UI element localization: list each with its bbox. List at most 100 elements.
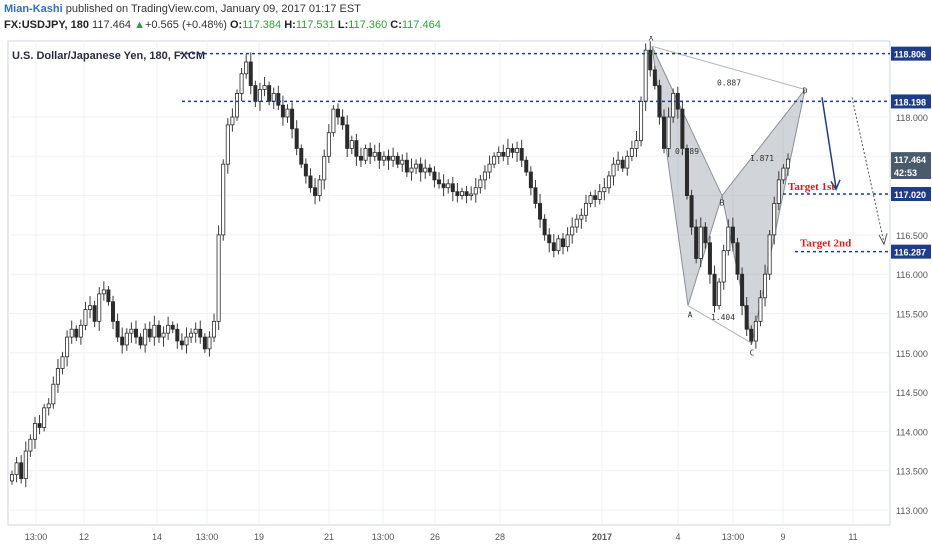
x-tick-label: 12 [79, 532, 89, 542]
candle-body [193, 328, 198, 334]
candle-body [368, 148, 373, 157]
candle-body [175, 328, 180, 342]
candle-body [37, 423, 42, 428]
x-tick-label: 11 [848, 532, 857, 542]
candle-body [579, 214, 584, 220]
candle-body [152, 324, 157, 338]
x-tick-label: 4 [675, 532, 680, 542]
candle-body [510, 148, 515, 153]
publish-info: Mian-Kashi published on TradingView.com,… [4, 2, 361, 16]
candle-body [639, 100, 644, 141]
candle-body [505, 148, 510, 157]
candle-body [212, 320, 217, 338]
candle-body [776, 179, 781, 204]
candle-body [386, 155, 391, 161]
symbol-name: FX:USDJPY, 180 [4, 19, 89, 31]
candle-body [46, 403, 51, 409]
candle-body [735, 242, 740, 275]
candle-body [469, 193, 474, 196]
candle-body [248, 61, 253, 86]
ratio-label: 0.887 [717, 79, 741, 88]
candle-body [267, 85, 272, 102]
candle-body [588, 195, 593, 204]
candle-body [446, 183, 451, 189]
candle-body [202, 336, 207, 350]
chart-title: U.S. Dollar/Japanese Yen, 180, FXCM [12, 50, 205, 62]
open-label: O: [229, 19, 243, 31]
candle-body [561, 238, 566, 248]
author-link[interactable]: Mian-Kashi [4, 3, 63, 15]
price-tag-label: 118.198 [894, 97, 926, 107]
candle-body [524, 159, 529, 173]
candle-body [322, 155, 327, 181]
candle-body [758, 297, 763, 322]
candle-body [501, 151, 506, 157]
candle-body [648, 49, 653, 71]
candle-body [326, 132, 331, 157]
target2-arrow [851, 97, 885, 243]
published-text: published on TradingView.com, January 09… [62, 3, 361, 15]
candle-body [763, 273, 768, 299]
candle-body [133, 328, 138, 338]
candle-body [381, 155, 386, 161]
candle-body [198, 328, 203, 338]
candle-body [432, 171, 437, 181]
candle-body [423, 167, 428, 173]
candle-body [395, 155, 400, 165]
candle-body [216, 234, 221, 322]
candle-body [611, 163, 616, 177]
x-tick-label: 28 [495, 532, 505, 542]
candle-body [294, 128, 299, 149]
candle-body [207, 336, 212, 350]
candle-body [262, 85, 267, 90]
candle-body [694, 226, 699, 259]
high-label: H: [284, 19, 296, 31]
candle-body [744, 305, 749, 330]
candle-body [340, 116, 345, 126]
candle-body [404, 159, 409, 173]
candle-body [551, 242, 556, 252]
candle-body [358, 155, 363, 161]
y-tick-label: 113.500 [896, 467, 928, 477]
candle-body [290, 108, 295, 130]
x-tick-label: 2017 [592, 532, 612, 542]
ratio-label: 1.871 [750, 154, 774, 163]
candle-body [271, 93, 276, 102]
candle-body [349, 140, 354, 149]
price-tag-label: 117.020 [894, 190, 926, 200]
y-tick-label: 113.000 [896, 506, 928, 516]
candle-body [593, 195, 598, 200]
y-tick-label: 116.500 [896, 231, 928, 241]
candle-body [9, 474, 14, 482]
candle-body [767, 234, 772, 275]
candle-body [730, 226, 735, 244]
candle-body [515, 148, 520, 153]
x-tick-label: 13:00 [722, 532, 745, 542]
candle-body [253, 85, 258, 102]
candle-body [111, 301, 116, 322]
y-tick-label: 114.000 [896, 427, 928, 437]
candle-body [55, 368, 60, 385]
candle-body [184, 336, 189, 346]
x-tick-label: 13:00 [25, 532, 48, 542]
x-tick-label: 26 [430, 532, 440, 542]
candle-body [42, 407, 47, 428]
candle-body [556, 238, 561, 252]
candle-body [120, 336, 125, 346]
candle-body [712, 273, 717, 307]
candle-body [331, 108, 336, 134]
candle-body [625, 155, 630, 169]
price-tag-label: 116.287 [894, 248, 926, 258]
candle-body [124, 332, 129, 346]
pattern-point-b: B [720, 199, 725, 208]
candle-body [88, 305, 93, 310]
candle-body [721, 250, 726, 283]
candle-body [666, 116, 671, 149]
price-tag-bg [891, 244, 931, 259]
candle-body [234, 93, 239, 118]
candle-body [280, 104, 285, 118]
candle-body [345, 124, 350, 149]
candle-body [115, 320, 120, 338]
candle-body [455, 191, 460, 196]
price-chart[interactable]: 118.000117.500117.000116.500116.000115.5… [0, 36, 932, 550]
